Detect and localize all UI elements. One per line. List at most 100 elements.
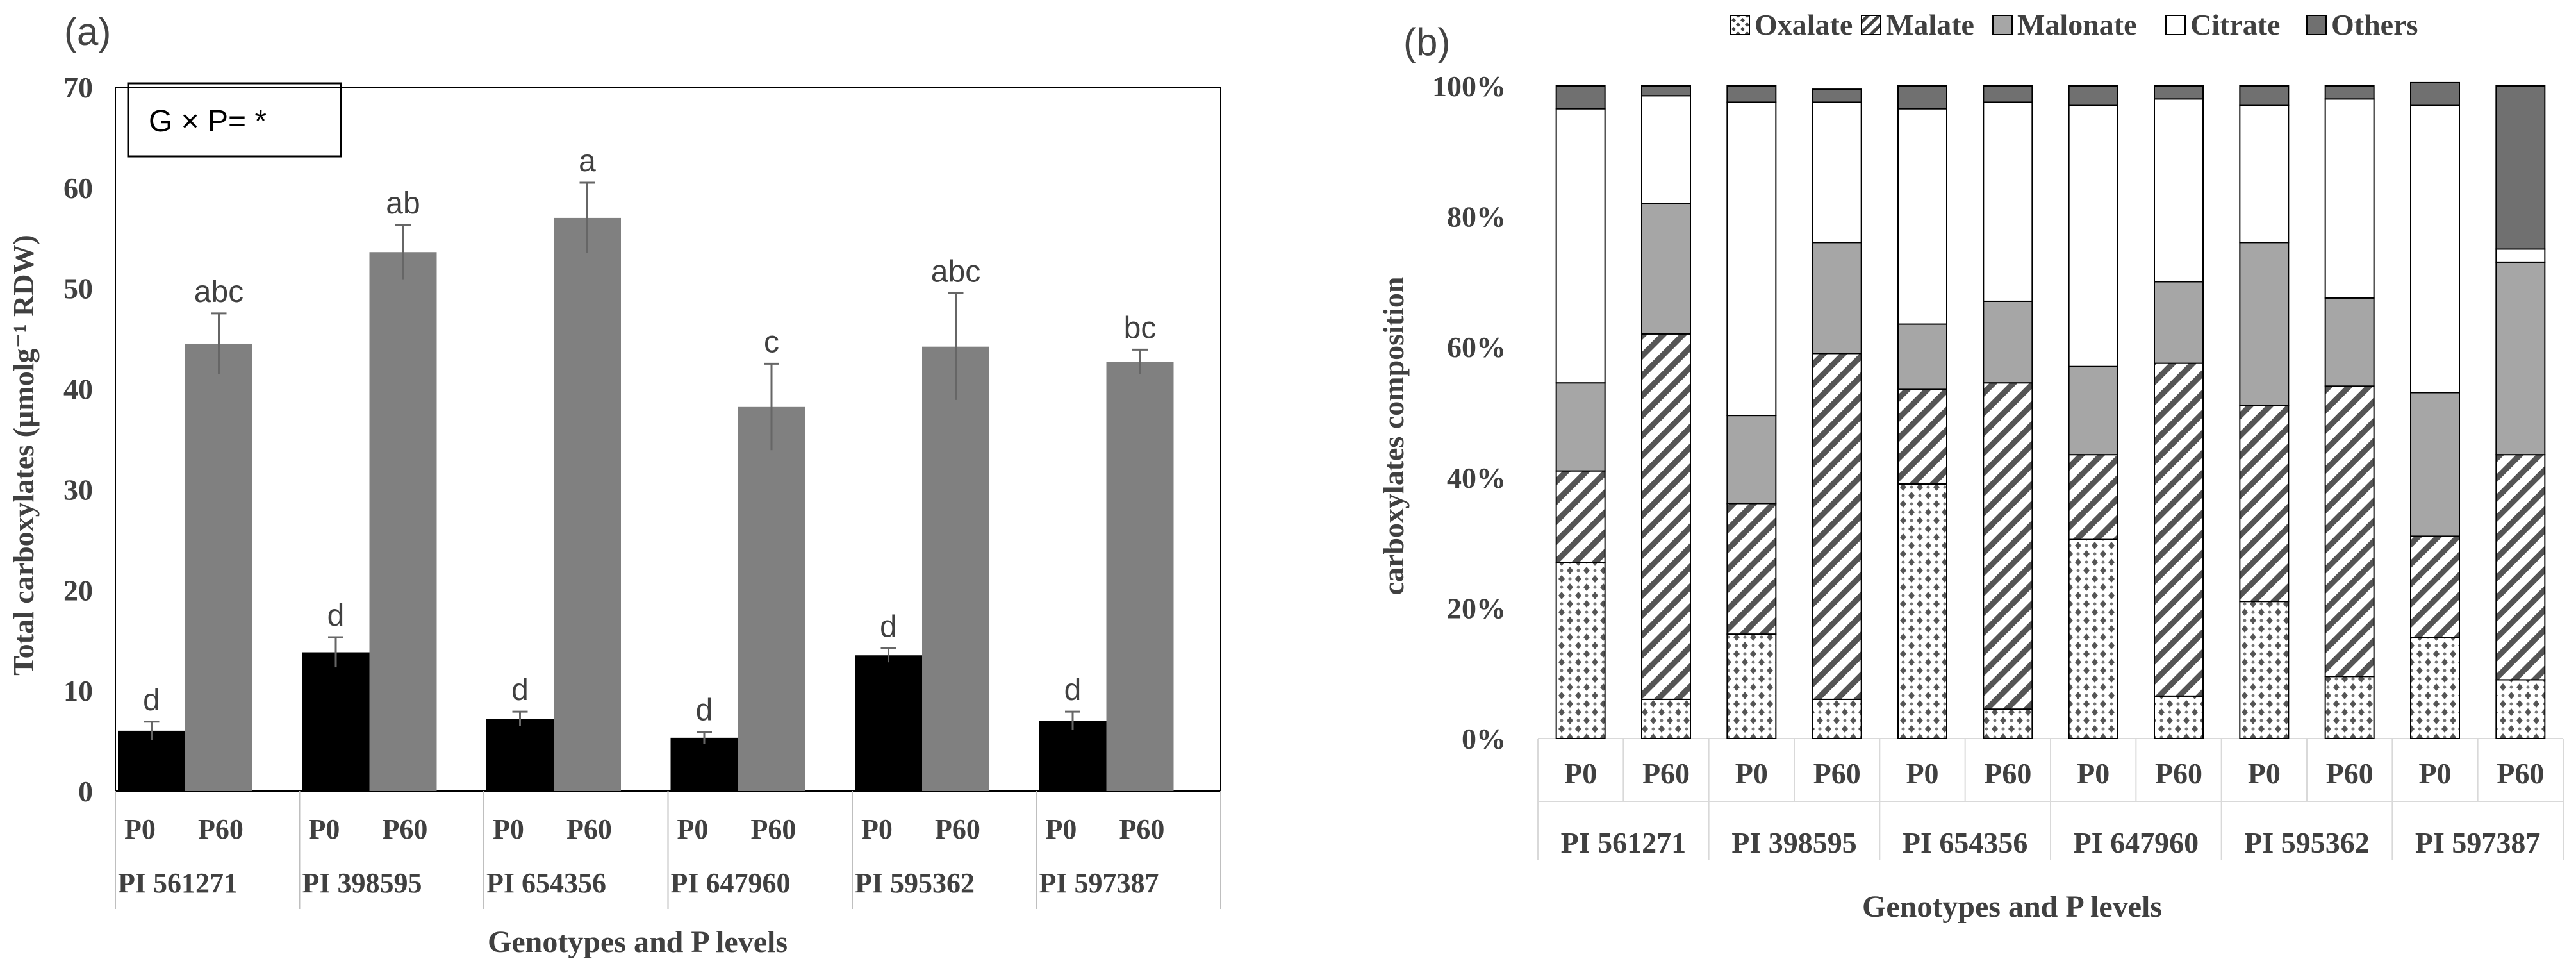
stacked-seg-citrate-4 <box>1897 108 1947 325</box>
panel-a-plot-frame <box>115 87 1221 792</box>
x-plevel-label-b-6: P0 <box>2077 757 2110 790</box>
stacked-seg-citrate-7 <box>2154 98 2204 283</box>
y-tick-label-b-0: 0% <box>1462 722 1506 755</box>
stacked-seg-malonate-6 <box>2068 365 2118 456</box>
stacked-seg-malonate-3 <box>1812 242 1862 355</box>
stacked-seg-malonate-7 <box>2154 281 2204 364</box>
stacked-seg-malate-1 <box>1641 333 1691 700</box>
stacked-seg-others-9 <box>2324 85 2375 100</box>
legend-swatch-oxalate <box>1730 15 1750 35</box>
stacked-seg-malate-11 <box>2495 454 2546 681</box>
sig-letter-a-P60-5: bc <box>1124 311 1157 345</box>
stacked-seg-citrate-3 <box>1812 101 1862 244</box>
x-genotype-label-b-0: PI 561271 <box>1561 826 1687 859</box>
stacked-seg-others-7 <box>2154 85 2204 100</box>
legend-swatch-malonate <box>1992 15 2013 35</box>
stacked-seg-malate-3 <box>1812 353 1862 700</box>
sig-letter-a-P0-4: d <box>880 610 897 644</box>
stacked-seg-citrate-10 <box>2410 104 2460 394</box>
stacked-seg-citrate-11 <box>2495 248 2546 263</box>
y-tick-label-a-0: 0 <box>78 775 93 808</box>
bar-a-P60-3 <box>738 406 805 791</box>
stacked-seg-malate-7 <box>2154 362 2204 697</box>
x-plevel-label-b-8: P0 <box>2248 757 2281 790</box>
y-tick-label-a-4: 40 <box>63 373 93 406</box>
y-tick-label-b-2: 40% <box>1447 462 1506 494</box>
stacked-seg-citrate-9 <box>2324 98 2375 299</box>
bar-a-P60-5 <box>1106 362 1174 791</box>
bar-a-P60-1 <box>369 252 437 791</box>
stacked-seg-oxalate-5 <box>1983 708 2033 739</box>
stat-annotation-text: G × P= * <box>149 104 267 138</box>
legend-swatch-malate <box>1861 15 1881 35</box>
stacked-seg-oxalate-6 <box>2068 538 2118 739</box>
x-genotype-label-b-5: PI 597387 <box>2415 826 2541 859</box>
sig-letter-a-P60-0: abc <box>194 275 244 309</box>
stacked-seg-oxalate-4 <box>1897 483 1947 739</box>
x-plevel-label-a-1-1: P60 <box>383 814 428 845</box>
stacked-seg-malonate-0 <box>1555 382 1606 472</box>
stacked-seg-citrate-8 <box>2239 104 2290 244</box>
panel-a-xlabel: Genotypes and P levels <box>488 925 788 959</box>
x-genotype-label-b-1: PI 398595 <box>1731 826 1857 859</box>
sig-letter-a-P60-2: a <box>579 144 596 178</box>
stat-annotation-box: G × P= * <box>127 82 342 158</box>
bar-a-P0-0 <box>118 730 185 791</box>
stacked-seg-oxalate-10 <box>2410 637 2460 740</box>
x-genotype-label-a-4: PI 595362 <box>855 867 975 899</box>
y-tick-label-b-3: 60% <box>1447 331 1506 363</box>
stacked-seg-malate-10 <box>2410 535 2460 638</box>
x-plevel-label-a-5-1: P60 <box>1119 814 1165 845</box>
x-genotype-label-a-3: PI 647960 <box>671 867 791 899</box>
x-genotype-label-a-1: PI 398595 <box>302 867 422 899</box>
stacked-seg-others-0 <box>1555 85 1606 110</box>
stacked-seg-oxalate-9 <box>2324 676 2375 740</box>
sig-letter-a-P0-2: d <box>511 673 529 707</box>
sig-letter-a-P0-5: d <box>1064 673 1082 707</box>
bar-a-P0-1 <box>302 652 370 791</box>
stacked-seg-others-11 <box>2495 85 2546 250</box>
stacked-seg-oxalate-1 <box>1641 698 1691 740</box>
x-plevel-label-b-3: P60 <box>1813 757 1861 790</box>
panel-a-label: (a) <box>64 10 111 53</box>
stacked-seg-oxalate-2 <box>1726 633 1777 739</box>
x-plevel-label-b-10: P0 <box>2418 757 2451 790</box>
stacked-seg-citrate-2 <box>1726 101 1777 417</box>
stacked-seg-malonate-4 <box>1897 323 1947 390</box>
y-tick-label-a-7: 70 <box>63 71 93 104</box>
stacked-seg-malate-8 <box>2239 405 2290 603</box>
x-plevel-label-a-1-0: P0 <box>309 814 340 845</box>
x-plevel-label-a-3-1: P60 <box>751 814 797 845</box>
legend-swatch-citrate <box>2165 15 2186 35</box>
bar-a-P60-0 <box>185 343 252 791</box>
bar-a-P0-3 <box>670 737 738 791</box>
x-plevel-label-b-0: P0 <box>1564 757 1597 790</box>
stacked-seg-malonate-10 <box>2410 392 2460 537</box>
x-plevel-label-a-2-1: P60 <box>566 814 612 845</box>
stacked-seg-malonate-5 <box>1983 300 2033 384</box>
y-tick-label-a-3: 30 <box>63 473 93 506</box>
stacked-seg-others-5 <box>1983 85 2033 103</box>
stacked-seg-citrate-5 <box>1983 101 2033 302</box>
x-genotype-label-a-0: PI 561271 <box>118 867 238 899</box>
y-tick-label-a-6: 60 <box>63 172 93 204</box>
x-plevel-label-b-11: P60 <box>2497 757 2544 790</box>
x-genotype-label-a-5: PI 597387 <box>1039 867 1159 899</box>
y-tick-label-b-4: 80% <box>1447 201 1506 233</box>
x-plevel-label-a-2-0: P0 <box>493 814 524 845</box>
stacked-seg-malate-6 <box>2068 454 2118 540</box>
x-plevel-label-a-4-0: P0 <box>861 814 893 845</box>
stacked-seg-malate-4 <box>1897 388 1947 485</box>
panel-b-plot: 0% 20% 40% 60% 80% 100% P0 P60 P0 P60 P0 P60 P0 P60 P0… <box>1432 70 2564 860</box>
stacked-seg-others-8 <box>2239 85 2290 106</box>
sig-letter-a-P0-3: d <box>696 693 713 727</box>
stacked-seg-oxalate-0 <box>1555 562 1606 739</box>
bar-a-P60-2 <box>554 217 621 791</box>
stacked-seg-citrate-1 <box>1641 95 1691 204</box>
panel-a-y-axis-title: Total carboxylates (µmolg⁻¹ RDW) <box>7 235 40 676</box>
x-plevel-label-a-3-0: P0 <box>677 814 709 845</box>
legend-swatch-others <box>2306 15 2327 35</box>
stacked-seg-malate-0 <box>1555 470 1606 563</box>
panel-b-xlabel: Genotypes and P levels <box>1862 890 2162 924</box>
